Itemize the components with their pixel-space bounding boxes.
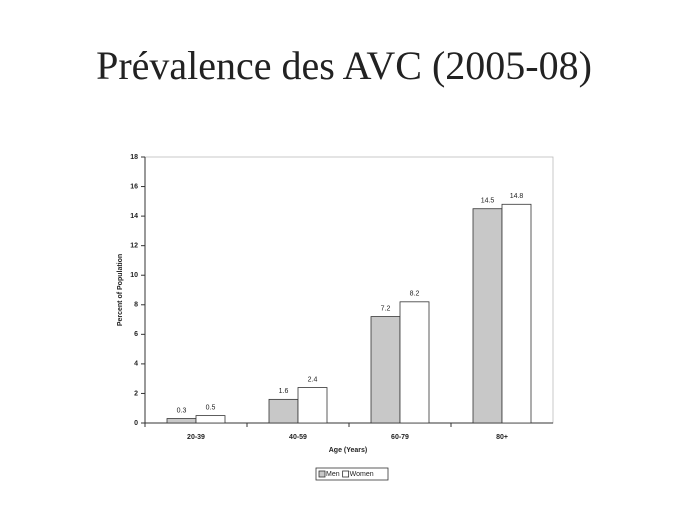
value-label: 0.5 xyxy=(206,404,216,411)
x-tick-label: 20-39 xyxy=(187,434,205,441)
legend-swatch xyxy=(342,470,350,478)
y-tick-label: 6 xyxy=(134,331,138,338)
bar xyxy=(195,415,226,424)
value-label: 14.5 xyxy=(481,198,495,205)
value-label: 8.2 xyxy=(410,291,420,298)
y-tick-label: 16 xyxy=(130,183,138,190)
bar xyxy=(268,398,299,424)
x-tick-label: 80+ xyxy=(496,434,508,441)
x-tick-label: 40-59 xyxy=(289,434,307,441)
y-tick-label: 14 xyxy=(130,213,138,220)
bar xyxy=(370,316,401,424)
bar xyxy=(472,208,503,424)
bar xyxy=(166,418,197,424)
y-tick-label: 12 xyxy=(130,243,138,250)
value-label: 2.4 xyxy=(308,376,318,383)
y-axis-label: Percent of Population xyxy=(117,254,124,326)
y-tick-label: 0 xyxy=(134,420,138,427)
x-tick-label: 60-79 xyxy=(391,434,409,441)
bar xyxy=(399,301,430,424)
bar xyxy=(501,203,532,424)
slide-title: Prévalence des AVC (2005-08) xyxy=(96,43,592,88)
legend-label: Men xyxy=(326,471,340,478)
value-label: 7.2 xyxy=(381,305,391,312)
y-tick-label: 2 xyxy=(134,390,138,397)
y-tick-label: 4 xyxy=(134,361,138,368)
value-label: 1.6 xyxy=(279,388,289,395)
x-axis-label: Age (Years) xyxy=(329,447,368,454)
legend-swatch xyxy=(318,470,326,478)
y-tick-label: 10 xyxy=(130,272,138,279)
value-label: 14.8 xyxy=(510,193,524,200)
y-tick-label: 18 xyxy=(130,154,138,161)
y-tick-label: 8 xyxy=(134,302,138,309)
bar xyxy=(297,387,328,424)
legend-box xyxy=(315,467,389,481)
value-label: 0.3 xyxy=(177,407,187,414)
legend-label: Women xyxy=(350,471,374,478)
